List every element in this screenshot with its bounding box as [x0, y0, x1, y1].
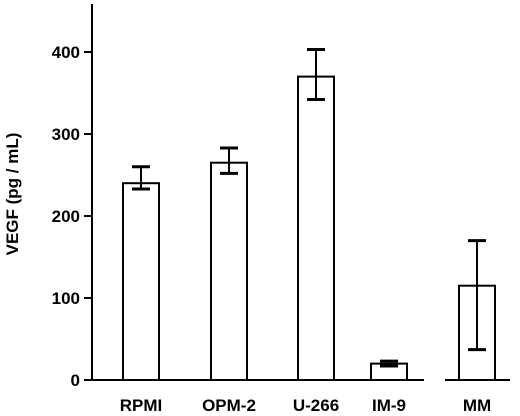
category-label: OPM-2	[202, 396, 256, 415]
y-ticks: 0 100 200 300 400	[52, 43, 92, 390]
bar	[297, 75, 335, 381]
y-axis-title: VEGF (pg / mL)	[3, 133, 22, 256]
category-label: RPMI	[120, 396, 163, 415]
error-bars	[132, 48, 486, 368]
bar	[210, 161, 248, 381]
category-label: IM-9	[372, 396, 406, 415]
bar	[122, 182, 160, 381]
y-tick-label: 200	[52, 207, 80, 226]
category-label: MM	[463, 396, 491, 415]
category-labels: RPMI OPM-2 U-266 IM-9 MM	[120, 396, 491, 415]
y-tick-label: 100	[52, 289, 80, 308]
y-tick-label: 300	[52, 125, 80, 144]
y-tick-label: 0	[71, 371, 80, 390]
y-tick-label: 400	[52, 43, 80, 62]
bars	[122, 75, 496, 382]
category-label: U-266	[293, 396, 339, 415]
